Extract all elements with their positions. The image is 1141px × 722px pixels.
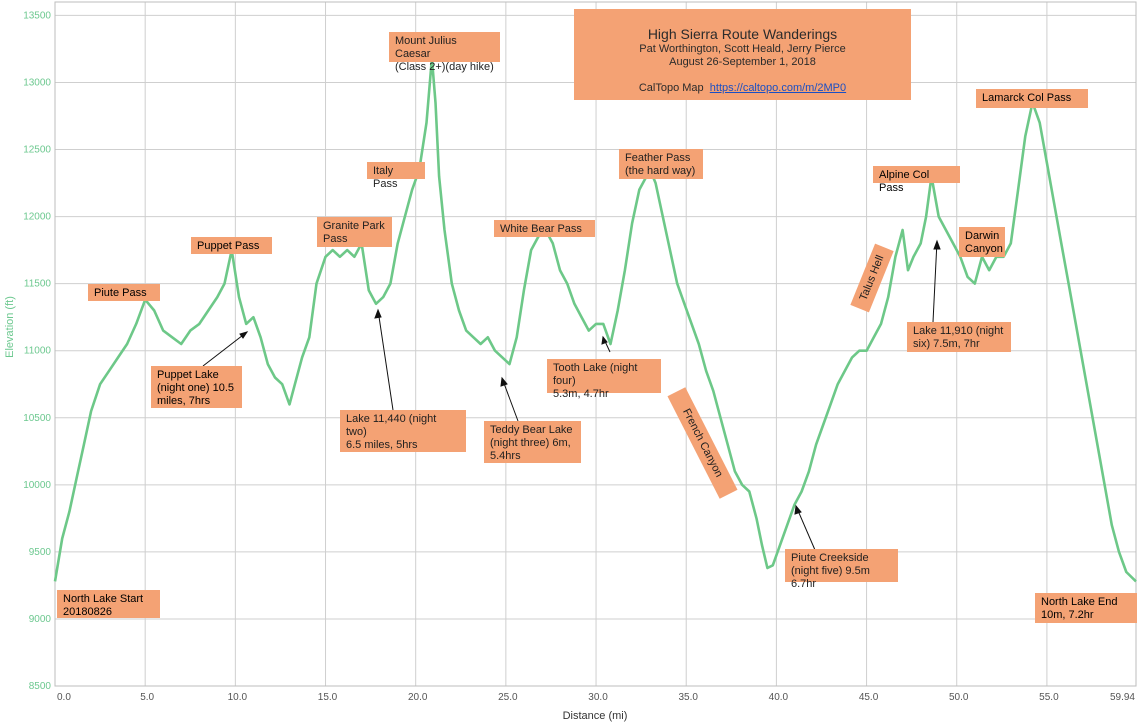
y-tick-label: 8500 [29, 681, 52, 692]
arrowhead-teddy-bear-lake [500, 376, 508, 387]
caltopo-map-link[interactable]: https://caltopo.com/m/2MP0 [709, 82, 847, 94]
x-tick-label: 40.0 [769, 692, 789, 703]
annotation-lamarck-col-pass: Lamarck Col Pass [976, 89, 1088, 108]
elevation-series-line [53, 57, 1137, 583]
annotation-granite-park-pass: Granite Park Pass [317, 217, 392, 247]
annotation-lake-11910: Lake 11,910 (night six) 7.5m, 7hr [907, 322, 1011, 352]
annotation-italy-pass: Italy Pass [367, 162, 425, 190]
y-tick-label: 10500 [23, 413, 51, 424]
annotation-teddy-bear-lake: Teddy Bear Lake (night three) 6m, 5.4hrs [484, 421, 581, 463]
arrow-puppet-lake [202, 331, 248, 367]
y-tick-label: 11500 [24, 279, 52, 290]
map-label: CalTopo Map [638, 82, 704, 94]
annotation-north-lake-start: North Lake Start 20180826 [57, 590, 160, 618]
arrow-lake-11910 [932, 240, 938, 323]
x-tick-label: 20.0 [408, 692, 428, 703]
x-tick-label: 15.0 [318, 692, 338, 703]
y-tick-label: 13000 [23, 77, 51, 88]
x-tick-labels: 0.0 5.0 10.0 15.0 20.0 25.0 30.0 35.0 40.0 45.0 50… [57, 692, 1135, 703]
y-tick-label: 12500 [23, 145, 51, 156]
annotation-mount-julius-caesar: Mount Julius Caesar (Class 2+)(day hike) [389, 32, 500, 73]
arrowhead-lake-11440 [374, 308, 382, 319]
arrowhead-puppet-lake [239, 331, 249, 339]
chart-authors: Pat Worthington, Scott Heald, Jerry Pier… [639, 43, 846, 55]
arrow-piute-creekside [795, 505, 816, 551]
x-tick-label: 50.0 [949, 692, 969, 703]
x-axis-label: Distance (mi) [563, 710, 628, 722]
chart-title: High Sierra Route Wanderings [647, 26, 838, 42]
x-tick-label: 30.0 [588, 692, 608, 703]
x-tick-label: 45.0 [859, 692, 879, 703]
annotation-puppet-lake: Puppet Lake (night one) 10.5 miles, 7hrs [151, 366, 242, 408]
map-line: CalTopo Map https://caltopo.com/m/2MP0 [574, 82, 911, 95]
y-tick-label: 9500 [29, 547, 52, 558]
x-tick-label: 5.0 [140, 692, 154, 703]
x-tick-label: 59.94 [1110, 692, 1135, 703]
annotation-darwin-canyon: Darwin Canyon [959, 227, 1005, 257]
annotation-piute-creekside: Piute Creekside (night five) 9.5m 6.7hr [785, 549, 898, 590]
annotation-feather-pass: Feather Pass (the hard way) [619, 149, 703, 179]
title-box: High Sierra Route Wanderings Pat Worthin… [574, 9, 911, 100]
arrowhead-tooth-lake [601, 335, 608, 345]
y-tick-label: 12000 [23, 212, 51, 223]
annotation-puppet-pass: Puppet Pass [191, 237, 272, 254]
annotation-alpine-col-pass: Alpine Col Pass [873, 166, 960, 194]
y-tick-label: 9000 [29, 614, 52, 625]
plot-frame [54, 1, 1137, 687]
y-tick-label: 11000 [24, 346, 52, 357]
arrowhead-lake-11910 [933, 239, 941, 250]
arrowhead-piute-creekside [794, 504, 802, 515]
x-tick-label: 55.0 [1039, 692, 1059, 703]
x-tick-label: 35.0 [678, 692, 698, 703]
x-tick-label: 10.0 [228, 692, 248, 703]
y-tick-label: 13500 [23, 10, 51, 21]
x-tick-label: 0.0 [57, 692, 71, 703]
annotation-tooth-lake: Tooth Lake (night four) 5.3m, 4.7hr [547, 359, 661, 400]
y-axis-label: Elevation (ft) [4, 296, 16, 358]
annotation-arrows [202, 239, 941, 551]
y-tick-labels: 8500 9000 9500 10000 10500 11000 11500 12000 125… [23, 10, 51, 692]
x-tick-label: 25.0 [498, 692, 518, 703]
annotation-lake-11440: Lake 11,440 (night two) 6.5 miles, 5hrs [340, 410, 466, 452]
annotation-piute-pass: Piute Pass [88, 284, 160, 301]
annotation-white-bear-pass: White Bear Pass [494, 220, 595, 237]
annotation-north-lake-end: North Lake End 10m, 7.2hr [1035, 593, 1137, 623]
arrow-lake-11440 [377, 309, 394, 411]
chart-dates: August 26-September 1, 2018 [669, 56, 816, 68]
y-tick-label: 10000 [23, 480, 51, 491]
